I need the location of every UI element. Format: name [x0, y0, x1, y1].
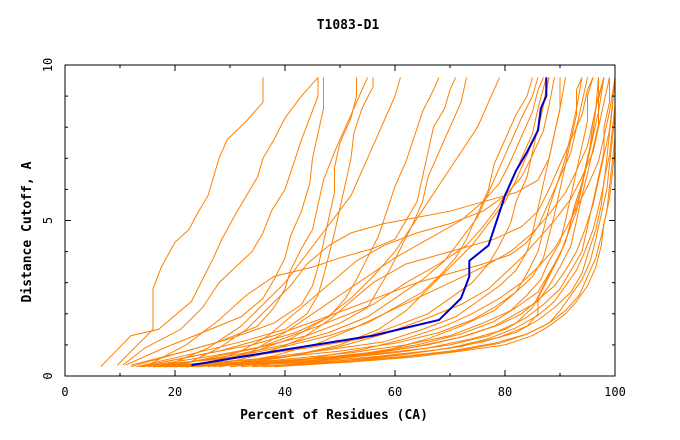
series-line-31	[169, 77, 539, 366]
x-tick-label-0: 0	[61, 385, 68, 399]
series-line-30	[147, 77, 588, 366]
series-line-32	[185, 77, 500, 368]
axis-ticks: 0 20 40 60 80 100 0 5 10	[41, 58, 626, 399]
series-line-40	[185, 77, 605, 368]
series-lines	[100, 77, 616, 368]
series-line-29	[174, 77, 547, 366]
series-line-36	[240, 77, 616, 368]
series-line-2	[116, 77, 264, 366]
series-line-39	[273, 77, 616, 368]
series-line-27	[218, 77, 610, 368]
series-line-33	[163, 77, 401, 368]
series-line-7	[136, 77, 374, 368]
series-line-21	[180, 77, 599, 368]
y-axis-label: Distance Cutoff, A	[20, 161, 35, 302]
y-tick-label-0: 0	[41, 372, 55, 379]
series-line-3	[122, 77, 319, 366]
highlight-series-line	[191, 77, 548, 367]
series-line-5	[130, 77, 368, 368]
series-line-19	[169, 77, 616, 368]
highlight-line-layer	[191, 77, 548, 367]
series-line-10	[144, 77, 456, 368]
series-line-4	[125, 77, 324, 366]
x-tick-label-80: 80	[498, 385, 512, 399]
series-line-11	[147, 77, 533, 368]
series-line-15	[158, 77, 594, 368]
series-line-20	[174, 77, 583, 368]
x-tick-label-20: 20	[168, 385, 182, 399]
y-tick-label-10: 10	[41, 58, 55, 72]
series-line-16	[158, 77, 605, 366]
x-tick-label-60: 60	[388, 385, 402, 399]
series-line-6	[130, 77, 357, 366]
series-line-25	[207, 77, 594, 368]
series-line-37	[251, 77, 616, 368]
series-line-26	[213, 77, 605, 368]
series-line-35	[196, 77, 555, 368]
x-axis-label: Percent of Residues (CA)	[240, 408, 428, 423]
series-line-24	[202, 77, 544, 368]
x-tick-label-100: 100	[604, 385, 626, 399]
series-line-9	[141, 77, 467, 368]
x-tick-label-40: 40	[278, 385, 292, 399]
series-line-38	[262, 77, 616, 368]
series-line-34	[180, 77, 566, 368]
chart-title: T1083-D1	[317, 18, 380, 33]
series-line-1	[100, 77, 319, 368]
series-line-28	[229, 77, 616, 368]
y-tick-label-5: 5	[41, 217, 55, 224]
